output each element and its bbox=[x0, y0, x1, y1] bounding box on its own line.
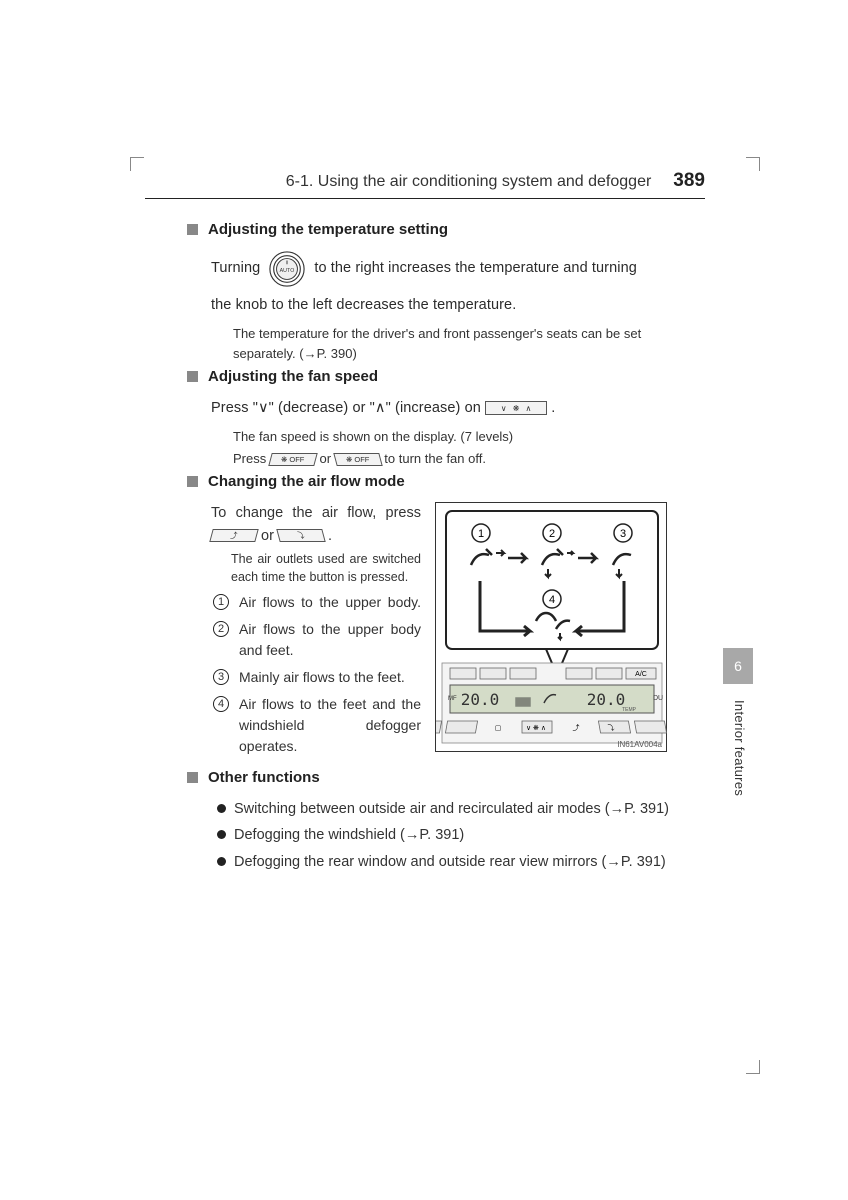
svg-text:MF: MF bbox=[448, 696, 457, 702]
fan-sub2: Press ❋ OFF or ❋ OFF to turn the fan off… bbox=[233, 449, 705, 469]
chapter-label: Interior features bbox=[732, 700, 747, 796]
section-title: Adjusting the fan speed bbox=[208, 368, 378, 385]
text: to turn the fan off. bbox=[384, 451, 486, 466]
section-heading-airflow: Changing the air flow mode bbox=[187, 473, 705, 490]
svg-text:DU: DU bbox=[653, 695, 663, 702]
section-title: Other functions bbox=[208, 769, 320, 786]
down-arrow-icon: ∨ bbox=[501, 402, 507, 415]
text: To change the air flow, press bbox=[211, 505, 421, 521]
list-item: 3Mainly air flows to the feet. bbox=[213, 667, 421, 688]
crop-mark bbox=[746, 157, 760, 171]
list-item: Defogging the windshield (→P. 391) bbox=[217, 824, 705, 846]
svg-text:⤵: ⤵ bbox=[608, 724, 615, 732]
crop-mark bbox=[130, 157, 144, 171]
chapter-title: 6-1. Using the air conditioning system a… bbox=[286, 173, 652, 191]
square-bullet-icon bbox=[187, 371, 198, 382]
section-title: Changing the air flow mode bbox=[208, 473, 405, 490]
bullet-icon bbox=[217, 804, 226, 813]
fan-speed-button-icon: ∨ ❋ ∧ bbox=[485, 401, 547, 415]
svg-text:20.0: 20.0 bbox=[461, 690, 500, 709]
off-button-left-icon: ❋ OFF bbox=[268, 453, 317, 466]
airflow-text-column: To change the air flow, press ⤴ or ⤵ . T… bbox=[211, 502, 421, 762]
svg-text:∨ ❋ ∧: ∨ ❋ ∧ bbox=[526, 724, 546, 732]
svg-text:3: 3 bbox=[620, 528, 626, 540]
circled-4-icon: 4 bbox=[213, 696, 229, 712]
svg-text:▢: ▢ bbox=[495, 725, 502, 732]
up-arrow-icon: ∧ bbox=[526, 402, 532, 415]
svg-text:2: 2 bbox=[549, 528, 555, 540]
section-heading-fan: Adjusting the fan speed bbox=[187, 368, 705, 385]
temp-body-2: the knob to the left decreases the tempe… bbox=[211, 294, 705, 318]
text: Turning bbox=[211, 257, 260, 281]
other-functions-list: Switching between outside air and recirc… bbox=[217, 798, 705, 873]
svg-text:A/C: A/C bbox=[635, 671, 647, 678]
list-item: Switching between outside air and recirc… bbox=[217, 798, 705, 820]
text: or bbox=[319, 451, 331, 466]
svg-text:⤴: ⤴ bbox=[573, 723, 580, 732]
page-number: 389 bbox=[673, 170, 705, 192]
airflow-lead: To change the air flow, press bbox=[211, 502, 421, 525]
svg-text:4: 4 bbox=[549, 594, 555, 606]
text: . bbox=[551, 400, 555, 416]
text: . bbox=[328, 528, 332, 544]
airflow-row: To change the air flow, press ⤴ or ⤵ . T… bbox=[211, 502, 705, 762]
bullet-icon bbox=[217, 857, 226, 866]
circled-3-icon: 3 bbox=[213, 669, 229, 685]
fan-body: Press "∨" (decrease) or "∧" (increase) o… bbox=[211, 397, 705, 421]
svg-text:20.0: 20.0 bbox=[587, 690, 626, 709]
off-button-right-icon: ❋ OFF bbox=[333, 453, 382, 466]
list-item: 4Air flows to the feet and the windshiel… bbox=[213, 694, 421, 757]
text: Press bbox=[233, 451, 266, 466]
list-item: 1Air flows to the upper body. bbox=[213, 592, 421, 613]
circled-2-icon: 2 bbox=[213, 621, 229, 637]
text: or bbox=[261, 528, 274, 544]
square-bullet-icon bbox=[187, 772, 198, 783]
text: Press "∨" (decrease) or "∧" (increase) o… bbox=[211, 400, 481, 416]
fan-sub1: The fan speed is shown on the display. (… bbox=[233, 427, 705, 447]
page-content: 6-1. Using the air conditioning system a… bbox=[145, 170, 705, 877]
bullet-icon bbox=[217, 830, 226, 839]
list-item: Defogging the rear window and outside re… bbox=[217, 851, 705, 873]
figure-caption: IN61AV004a bbox=[617, 740, 662, 749]
crop-mark bbox=[746, 1060, 760, 1074]
svg-text:1: 1 bbox=[478, 528, 484, 540]
airflow-small: The air outlets used are switched each t… bbox=[231, 550, 421, 586]
mode-button-left-icon: ⤴ bbox=[209, 529, 258, 542]
section-heading-other: Other functions bbox=[187, 769, 705, 786]
auto-knob-icon: AUTO bbox=[268, 250, 306, 288]
section-title: Adjusting the temperature setting bbox=[208, 221, 448, 238]
svg-text:TEMP: TEMP bbox=[622, 707, 637, 713]
airflow-lead-buttons: ⤴ or ⤵ . bbox=[211, 528, 421, 544]
chapter-tab: 6 bbox=[723, 648, 753, 684]
temp-sub: The temperature for the driver's and fro… bbox=[233, 324, 705, 364]
chapter-number: 6 bbox=[734, 658, 742, 674]
knob-label: AUTO bbox=[280, 268, 295, 274]
circled-1-icon: 1 bbox=[213, 594, 229, 610]
airflow-list: 1Air flows to the upper body. 2Air flows… bbox=[213, 592, 421, 757]
square-bullet-icon bbox=[187, 476, 198, 487]
fan-icon: ❋ bbox=[513, 402, 520, 415]
section-heading-temperature: Adjusting the temperature setting bbox=[187, 221, 705, 238]
list-item: 2Air flows to the upper body and feet. bbox=[213, 619, 421, 661]
square-bullet-icon bbox=[187, 224, 198, 235]
page-header: 6-1. Using the air conditioning system a… bbox=[145, 170, 705, 199]
mode-button-right-icon: ⤵ bbox=[276, 529, 325, 542]
text: to the right increases the temperature a… bbox=[314, 257, 637, 281]
airflow-diagram: 1 2 3 bbox=[435, 502, 667, 752]
temp-body: Turning AUTO to the right increases the … bbox=[211, 250, 705, 288]
